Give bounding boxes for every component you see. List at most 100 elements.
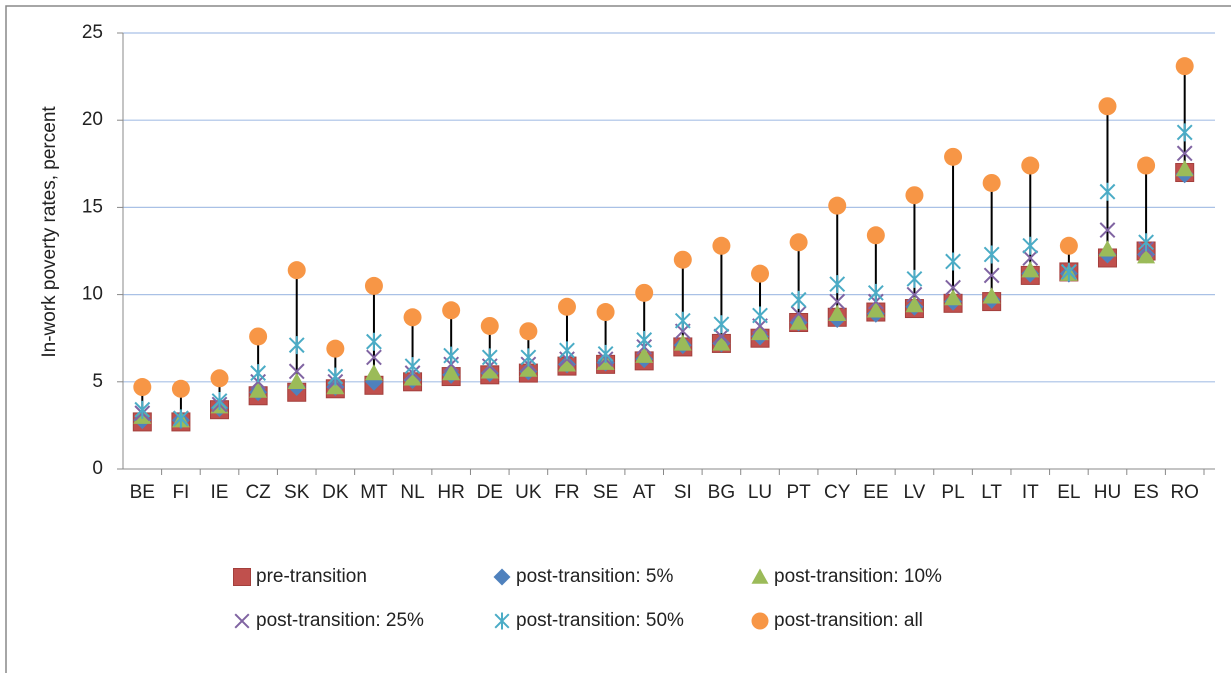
- marker-circle: [249, 327, 268, 346]
- x-tick-label: ES: [1133, 482, 1158, 503]
- marker-circle: [866, 226, 885, 245]
- marker-circle: [1175, 57, 1194, 76]
- marker-star: [1060, 262, 1077, 281]
- marker-x: [906, 286, 923, 303]
- x-tick-label: UK: [515, 482, 542, 503]
- marker-x: [790, 305, 807, 322]
- legend-label: post-transition: 50%: [516, 610, 684, 631]
- marker-triangle: [635, 346, 654, 363]
- marker-triangle: [751, 323, 770, 341]
- marker-x: [1176, 145, 1193, 162]
- x-tick-label: PT: [786, 482, 811, 503]
- x-tick-label: AT: [633, 482, 656, 503]
- marker-square: [233, 568, 251, 586]
- marker-circle: [789, 233, 808, 252]
- legend-label: post-transition: all: [774, 610, 923, 631]
- x-tick-label: IE: [211, 482, 229, 503]
- marker-circle: [442, 301, 461, 320]
- marker-triangle: [326, 378, 345, 395]
- y-tick-label: 20: [82, 109, 103, 130]
- marker-star: [520, 348, 537, 367]
- x-tick-label: FI: [172, 482, 189, 503]
- marker-triangle: [480, 362, 499, 379]
- x-tick-label: PL: [941, 482, 964, 503]
- y-tick-label: 10: [82, 284, 103, 305]
- legend-label: pre-transition: [256, 566, 367, 587]
- marker-triangle: [712, 334, 731, 351]
- marker-triangle: [1098, 240, 1117, 257]
- marker-circle: [1098, 97, 1117, 116]
- marker-triangle: [364, 364, 383, 381]
- x-tick-label: BE: [130, 482, 155, 503]
- marker-star: [173, 409, 189, 428]
- x-tick-label: SK: [284, 482, 310, 503]
- marker-star: [829, 275, 846, 294]
- x-tick-label: CY: [824, 482, 851, 503]
- x-tick-label: MT: [360, 482, 388, 503]
- legend-item: post-transition: 5%: [493, 566, 673, 587]
- marker-circle: [905, 186, 924, 205]
- marker-star: [1099, 182, 1116, 201]
- marker-triangle: [249, 381, 268, 398]
- marker-star: [983, 245, 1000, 264]
- y-tick-label: 25: [82, 22, 103, 43]
- x-tick-label: SE: [593, 482, 618, 503]
- marker-circle: [1137, 156, 1156, 175]
- marker-circle: [557, 297, 576, 316]
- marker-triangle: [287, 372, 306, 389]
- marker-circle: [751, 612, 769, 630]
- marker-circle: [326, 339, 345, 358]
- marker-star: [1022, 236, 1039, 255]
- marker-triangle: [751, 568, 769, 584]
- marker-star: [366, 332, 382, 351]
- marker-star: [494, 612, 510, 630]
- marker-star: [1176, 123, 1193, 142]
- marker-triangle: [1021, 261, 1040, 278]
- x-tick-label: RO: [1170, 482, 1199, 503]
- marker-circle: [287, 261, 306, 280]
- legend-label: post-transition: 5%: [516, 566, 673, 587]
- x-tick-label: LU: [748, 482, 772, 503]
- marker-circle: [364, 276, 383, 295]
- x-tick-label: DE: [477, 482, 503, 503]
- marker-star: [597, 344, 614, 363]
- legend-item: post-transition: all: [751, 610, 923, 631]
- x-tick-label: HR: [437, 482, 464, 503]
- marker-x: [366, 349, 382, 366]
- x-tick-label: DK: [322, 482, 349, 503]
- marker-star: [752, 306, 768, 325]
- marker-triangle: [673, 334, 692, 351]
- marker-circle: [1021, 156, 1040, 175]
- marker-circle: [596, 303, 615, 322]
- marker-triangle: [866, 301, 885, 318]
- marker-circle: [171, 379, 190, 398]
- marker-star: [906, 269, 923, 288]
- x-tick-label: IT: [1022, 482, 1039, 503]
- marker-x: [829, 293, 846, 310]
- marker-circle: [1059, 236, 1078, 255]
- x-tick-label: FR: [554, 482, 579, 503]
- marker-diamond: [493, 568, 511, 586]
- x-tick-label: EL: [1057, 482, 1080, 503]
- marker-x: [713, 328, 730, 345]
- y-tick-label: 5: [92, 371, 103, 392]
- x-tick-label: HU: [1094, 482, 1121, 503]
- marker-star: [867, 283, 884, 302]
- marker-star: [134, 400, 151, 419]
- marker-x: [1022, 250, 1039, 266]
- marker-triangle: [557, 355, 576, 372]
- marker-triangle: [519, 360, 538, 377]
- legend-item: post-transition: 25%: [234, 610, 424, 631]
- marker-triangle: [403, 369, 422, 386]
- marker-x: [1099, 222, 1116, 238]
- marker-star: [674, 311, 691, 330]
- marker-star: [443, 346, 460, 365]
- marker-star: [636, 330, 653, 349]
- marker-star: [1138, 233, 1154, 252]
- marker-circle: [210, 369, 229, 388]
- marker-circle: [828, 196, 847, 215]
- marker-star: [713, 315, 730, 334]
- x-tick-label: LV: [904, 482, 926, 503]
- legend-item: pre-transition: [233, 566, 367, 587]
